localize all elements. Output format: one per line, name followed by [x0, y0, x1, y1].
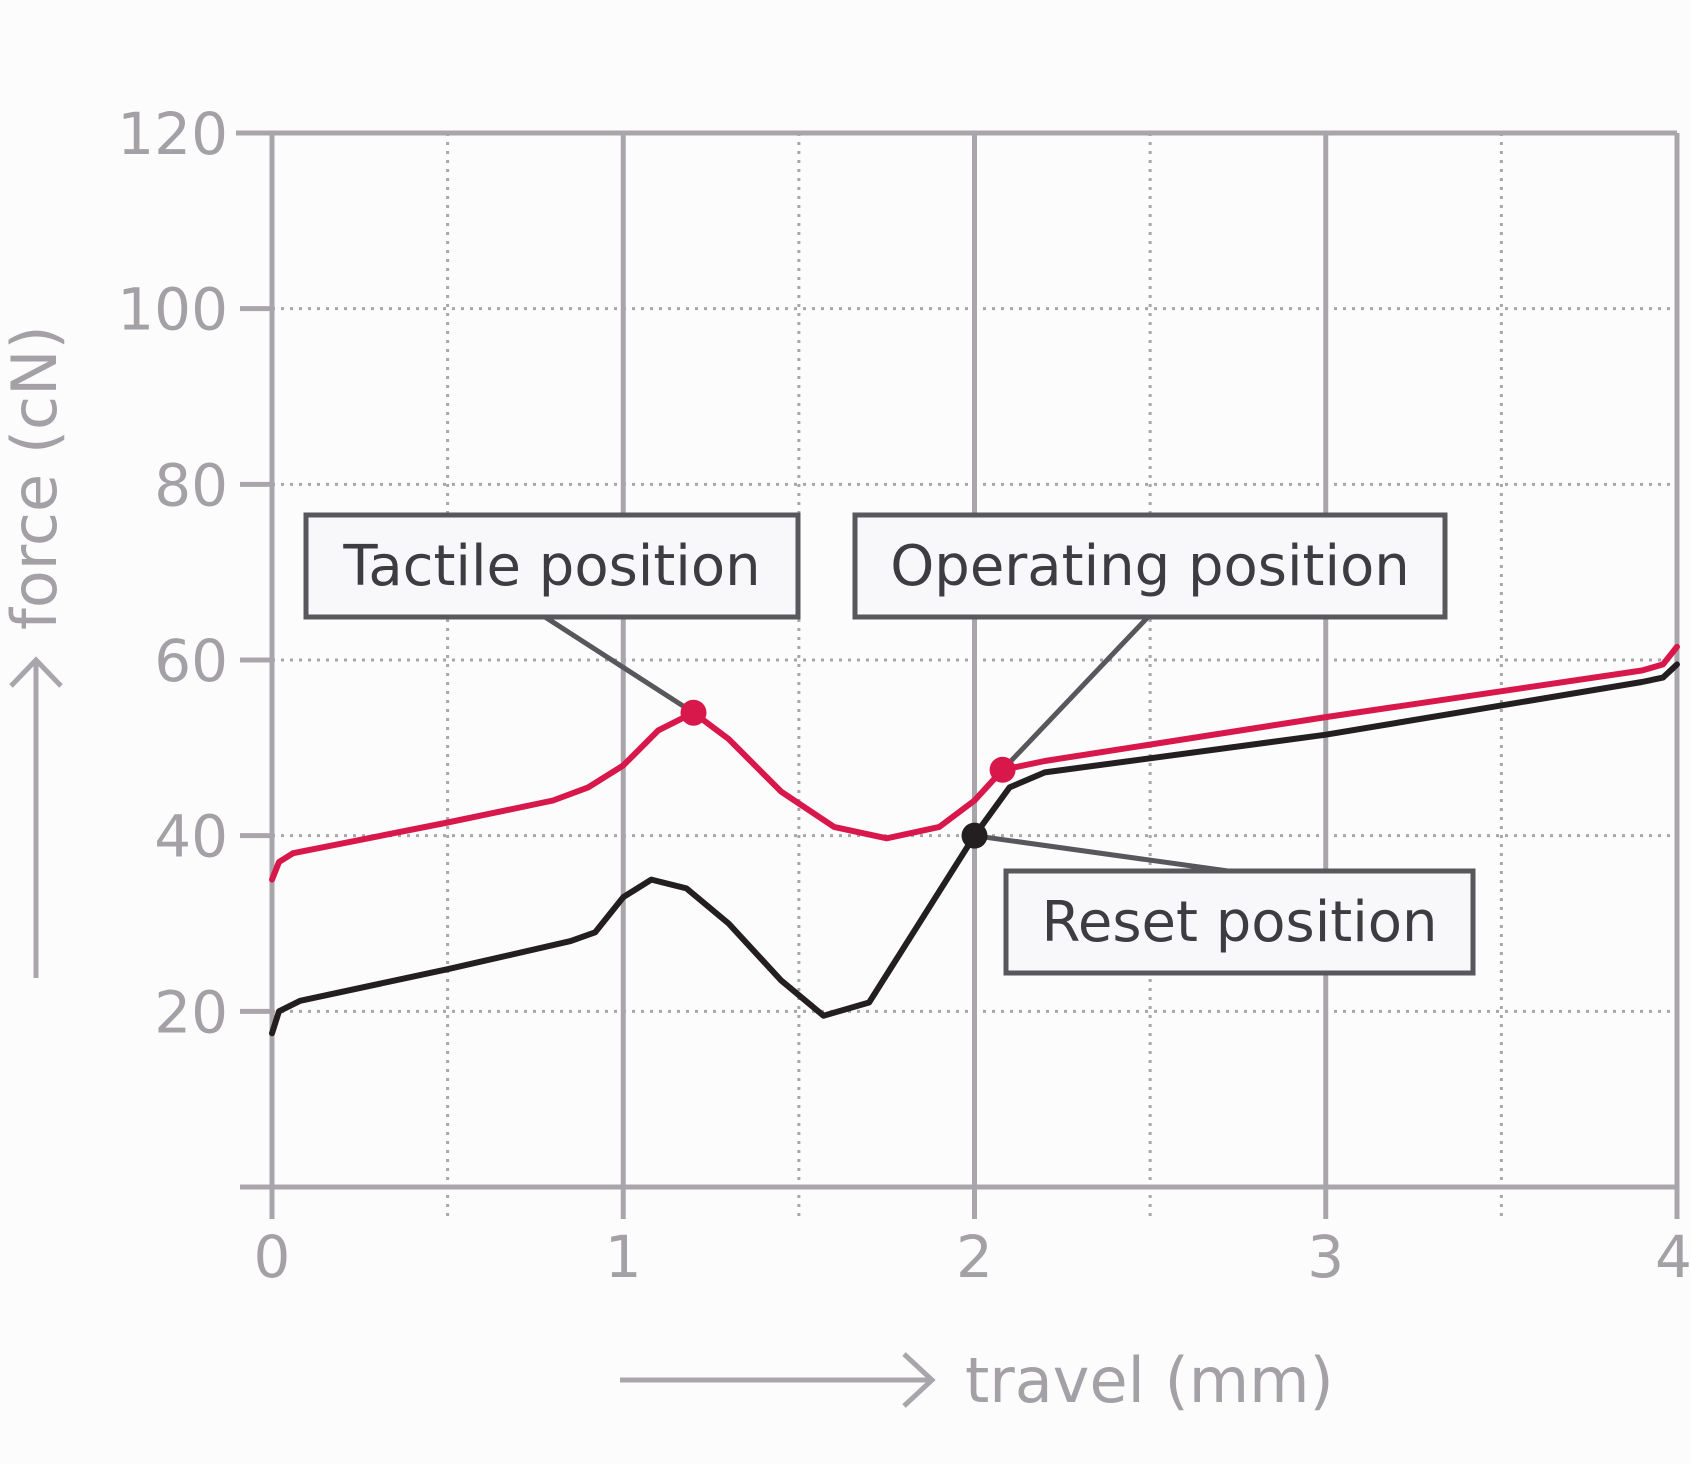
reset-position-box: [1003, 868, 1476, 976]
grid: [236, 130, 1680, 1219]
operating-position-leader: [1000, 615, 1150, 772]
x-tick-label: 4: [1655, 1223, 1690, 1291]
x-axis-title: travel (mm): [965, 1344, 1334, 1417]
reset-position-marker: [961, 822, 988, 849]
y-tick-label: 20: [154, 978, 228, 1046]
series-lines: [269, 643, 1680, 1037]
y-tick-label: 100: [117, 276, 228, 344]
tactile-position-marker: [680, 699, 707, 726]
tactile-position-leader: [543, 614, 695, 715]
operating-position-label: Operating position: [890, 534, 1410, 599]
x-tick-label: 0: [254, 1223, 291, 1291]
callout-leaders: [543, 614, 1229, 874]
y-tick-label: 60: [154, 627, 228, 695]
operating-position-box: [852, 512, 1448, 620]
red-force-curve: [269, 643, 1680, 883]
callouts: Tactile position Operating position Reset …: [303, 512, 1476, 976]
x-tick-label: 1: [605, 1223, 642, 1291]
x-tick-label: 3: [1307, 1223, 1344, 1291]
point-markers: [680, 699, 1016, 849]
tactile-position-label: Tactile position: [342, 534, 760, 599]
y-axis-title: force (cN): [0, 325, 71, 630]
operating-position-marker: [989, 756, 1016, 783]
tactile-position-box: [303, 512, 801, 620]
axis-titles: travel (mm) force (cN): [0, 325, 1334, 1417]
x-axis-arrow-head: [902, 1352, 936, 1408]
y-tick-label: 80: [154, 451, 228, 519]
reset-position-leader: [974, 833, 1229, 874]
y-axis-arrow-head: [9, 656, 63, 688]
y-tick-label: 40: [154, 803, 228, 871]
tick-labels: 0 1 2 3 4 20 40 60 80 100 120: [117, 100, 1690, 1291]
y-tick-label: 120: [117, 100, 228, 168]
x-tick-label: 2: [956, 1223, 993, 1291]
reset-position-label: Reset position: [1041, 890, 1437, 955]
black-force-curve: [269, 661, 1680, 1037]
